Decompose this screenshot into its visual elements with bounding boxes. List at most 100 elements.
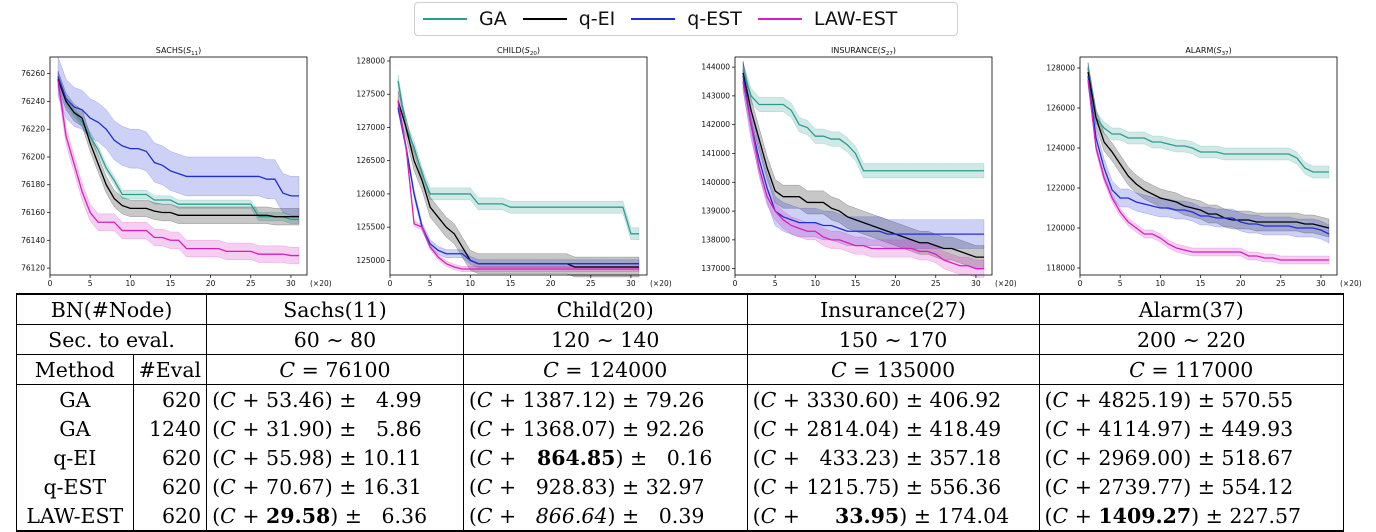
- plot-frame: [49, 56, 308, 276]
- legend-label: LAW-EST: [813, 8, 898, 30]
- series-line: [1087, 67, 1329, 173]
- table-sec-row: Sec. to eval. 60 ∼ 80 120 ∼ 140 150 ∼ 17…: [15, 324, 1345, 355]
- result-cell: (C + 433.23) ± 357.18: [746, 443, 1040, 472]
- method-cell: GA: [16, 414, 134, 443]
- x-tick-label: 0: [733, 279, 738, 288]
- y-tick-label: 76260: [21, 69, 45, 78]
- std-value: 0.16: [653, 445, 713, 470]
- std-value: 5.86: [362, 416, 422, 441]
- table-header-row: BN(#Node) Sachs(11) Child(20) Insurance(…: [15, 293, 1345, 325]
- y-tick-label: 126500: [356, 156, 385, 165]
- dataset-header: Insurance(27): [746, 293, 1040, 325]
- y-tick-label: 76140: [21, 236, 45, 245]
- x-tick-label: 30: [1316, 279, 1326, 288]
- series-line: [1087, 75, 1330, 235]
- mean-value: 866.64: [522, 503, 608, 528]
- result-cell: (C + 866.64) ± 0.39: [462, 501, 748, 532]
- dataset-header: Sachs(11): [206, 293, 464, 325]
- result-rows: GA 620 (C + 53.46) ± 4.99 (C + 1387.12) ± 7…: [16, 384, 1345, 532]
- x-tick-label: 10: [811, 279, 821, 288]
- panel-sachs: SACHS(S11) 0 5 10 15 20 25 30 (×20) 76120 76140 761…: [10, 40, 340, 289]
- result-cell: (C + 2814.04) ± 418.49: [746, 414, 1040, 443]
- x-tick-label: 20: [546, 279, 556, 288]
- legend-swatch: [631, 18, 676, 20]
- mean-value: 4114.97: [1098, 416, 1184, 441]
- eval-cell: 620: [132, 384, 208, 414]
- legend-label: q-EI: [578, 8, 616, 30]
- mean-value: 433.23: [806, 445, 892, 470]
- std-value: 10.11: [362, 445, 422, 470]
- x-multiplier-label: (×20): [995, 279, 1017, 288]
- x-tick-label: 15: [166, 279, 176, 288]
- x-tick-label: 20: [206, 279, 216, 288]
- chart-insurance: INSURANCE(S27) 0 5 10 15 20 25 30 (×20) 137000 138…: [701, 46, 1017, 288]
- sec-value: 120 ∼ 140: [462, 324, 748, 355]
- x-tick-label: 5: [428, 279, 433, 288]
- x-tick-label: 0: [1078, 279, 1083, 288]
- mean-value: 1387.12: [522, 387, 608, 412]
- legend-item: GA: [423, 8, 507, 30]
- legend-swatch: [423, 18, 467, 20]
- std-value: 554.12: [1221, 474, 1294, 499]
- y-tick-label: 128000: [356, 56, 385, 65]
- result-cell: (C + 55.98) ± 10.11: [206, 443, 464, 472]
- series-line: [742, 72, 984, 258]
- x-tick-label: 30: [626, 279, 636, 288]
- y-tick-label: 138000: [701, 235, 730, 244]
- table-row: q-EI 620 (C + 55.98) ± 10.11 (C + 864.85) ±…: [16, 443, 1345, 472]
- table-row: GA 1240 (C + 31.90) ± 5.86 (C + 1368.07) ± …: [16, 414, 1345, 443]
- std-value: 92.26: [645, 416, 705, 441]
- chart-title: INSURANCE(S27): [831, 46, 896, 57]
- y-tick-label: 76240: [21, 97, 45, 106]
- mean-value: 53.46: [266, 387, 325, 412]
- chart-sachs: SACHS(S11) 0 5 10 15 20 25 30 (×20) 76120 76140 761…: [21, 46, 332, 288]
- panel-insurance: INSURANCE(S27) 0 5 10 15 20 25 30 (×20) 137000 138…: [695, 40, 1025, 289]
- x-tick-label: 5: [773, 279, 778, 288]
- result-cell: (C + 33.95) ± 174.04: [746, 501, 1040, 532]
- x-tick-label: 5: [88, 279, 93, 288]
- x-multiplier-label: (×20): [310, 279, 332, 288]
- x-multiplier-label: (×20): [1340, 279, 1362, 288]
- series-band: [1087, 66, 1330, 244]
- table-row: LAW-EST 620 (C + 29.58) ± 6.36 (C + 866.64)…: [16, 501, 1345, 532]
- x-tick-label: 25: [931, 279, 941, 288]
- std-value: 570.55: [1221, 387, 1294, 412]
- eval-cell: 620: [132, 501, 208, 532]
- c-value-cell: C = 76100: [206, 354, 464, 385]
- std-value: 449.93: [1221, 416, 1294, 441]
- series-line: [742, 75, 984, 235]
- y-tick-label: 126000: [356, 189, 385, 198]
- method-cell: GA: [16, 384, 134, 414]
- y-tick-label: 120000: [1046, 224, 1075, 233]
- std-value: 418.49: [929, 416, 1002, 441]
- std-value: 357.18: [929, 445, 1002, 470]
- c-value-cell: C = 117000: [1038, 354, 1345, 385]
- result-cell: (C + 29.58) ± 6.36: [206, 501, 464, 532]
- x-tick-label: 30: [971, 279, 981, 288]
- c-value: 135000: [876, 357, 956, 382]
- y-tick-label: 140000: [701, 178, 730, 187]
- x-tick-label: 10: [126, 279, 136, 288]
- mean-value: 2739.77: [1098, 474, 1184, 499]
- series-band: [397, 74, 640, 241]
- result-cell: (C + 864.85) ± 0.16: [462, 443, 748, 472]
- result-cell: (C + 1215.75) ± 556.36: [746, 472, 1040, 501]
- std-value: 32.97: [645, 474, 705, 499]
- mean-value: 2814.04: [806, 416, 892, 441]
- results-table: BN(#Node) Sachs(11) Child(20) Insurance(…: [15, 293, 1345, 532]
- result-cell: (C + 53.46) ± 4.99: [206, 384, 464, 414]
- series-band: [57, 72, 300, 224]
- x-tick-label: 0: [388, 279, 393, 288]
- method-cell: q-EST: [16, 472, 134, 501]
- c-value-cell: C = 135000: [746, 354, 1040, 385]
- plot-frame: [734, 56, 993, 276]
- x-tick-label: 20: [1236, 279, 1246, 288]
- y-tick-label: 76180: [21, 180, 45, 189]
- std-value: 16.31: [362, 474, 422, 499]
- x-tick-label: 5: [1118, 279, 1123, 288]
- x-tick-label: 10: [466, 279, 476, 288]
- x-tick-label: 20: [891, 279, 901, 288]
- series-band: [742, 72, 985, 278]
- panel-alarm: ALARM(S37) 0 5 10 15 20 25 30 (×20) 118000 120000 1…: [1040, 40, 1370, 289]
- std-value: 174.04: [937, 503, 1010, 528]
